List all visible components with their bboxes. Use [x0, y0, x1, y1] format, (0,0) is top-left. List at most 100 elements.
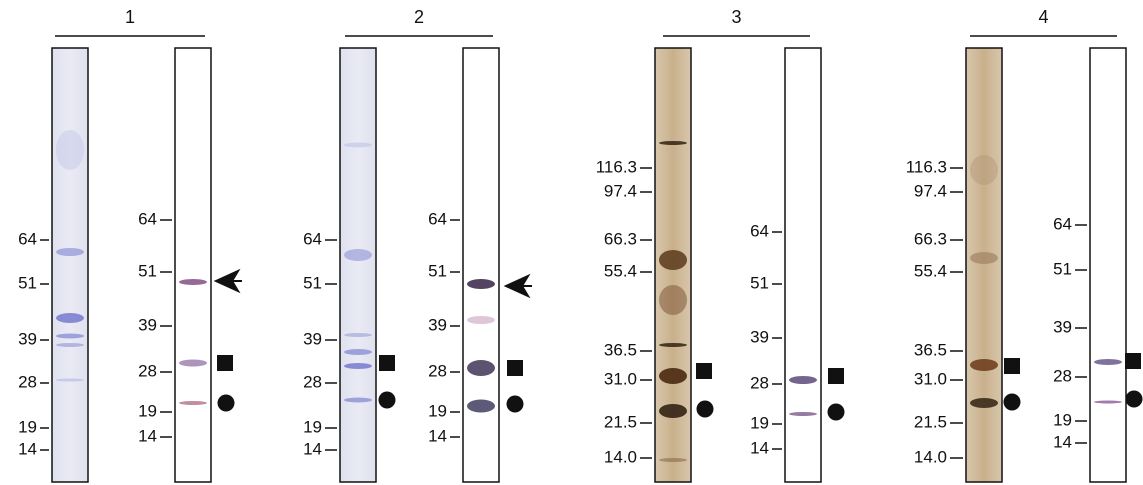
mw-label: 97.4	[914, 181, 947, 200]
band	[467, 279, 495, 289]
mw-label: 28	[138, 361, 157, 380]
band	[56, 343, 84, 347]
figure: 1645139281914645139281914264513928191464…	[0, 0, 1143, 485]
mw-label: 19	[428, 401, 447, 420]
band	[179, 360, 207, 367]
band	[789, 376, 817, 384]
band	[659, 250, 687, 270]
square-marker	[828, 368, 844, 384]
mw-label: 39	[303, 329, 322, 348]
band	[659, 404, 687, 418]
band	[56, 334, 84, 339]
mw-label: 51	[1053, 259, 1072, 278]
band	[344, 143, 372, 148]
circle-marker	[379, 392, 396, 409]
mw-label: 116.3	[596, 157, 637, 176]
panel-label: 1	[125, 7, 135, 27]
mw-label: 39	[18, 329, 37, 348]
gel-lane	[175, 48, 211, 482]
mw-label: 28	[18, 372, 37, 391]
mw-label: 14	[750, 438, 769, 457]
mw-label: 51	[428, 261, 447, 280]
band	[344, 363, 372, 369]
mw-label: 97.4	[604, 181, 637, 200]
band	[789, 412, 817, 416]
square-marker	[507, 360, 523, 376]
band	[179, 401, 207, 405]
band	[344, 349, 372, 355]
band	[344, 398, 372, 403]
mw-label: 66.3	[914, 229, 947, 248]
gel-lane	[966, 48, 1002, 482]
mw-label: 14	[138, 426, 157, 445]
circle-marker	[507, 396, 524, 413]
band	[56, 313, 84, 323]
mw-label: 28	[303, 372, 322, 391]
circle-marker	[1004, 394, 1021, 411]
band	[659, 458, 687, 462]
band	[970, 398, 998, 408]
mw-label: 64	[18, 229, 37, 248]
mw-label: 39	[428, 315, 447, 334]
circle-marker	[697, 401, 714, 418]
band	[467, 400, 495, 413]
mw-label: 64	[1053, 214, 1072, 233]
band	[344, 249, 372, 261]
mw-label: 14	[303, 439, 322, 458]
mw-label: 66.3	[604, 229, 637, 248]
mw-label: 64	[138, 209, 157, 228]
square-marker	[217, 355, 233, 371]
mw-label: 51	[138, 261, 157, 280]
mw-label: 39	[138, 315, 157, 334]
band	[1094, 401, 1122, 404]
mw-label: 51	[750, 273, 769, 292]
mw-label: 19	[750, 413, 769, 432]
band	[970, 252, 998, 264]
mw-label: 14	[1053, 432, 1072, 451]
gel-lane	[785, 48, 821, 482]
mw-label: 36.5	[914, 340, 947, 359]
mw-label: 21.5	[914, 412, 947, 431]
mw-label: 39	[750, 327, 769, 346]
square-marker	[1125, 353, 1141, 369]
band	[659, 368, 687, 384]
circle-marker	[218, 395, 235, 412]
mw-label: 51	[303, 273, 322, 292]
band	[659, 141, 687, 145]
arrow-marker	[506, 276, 532, 296]
mw-label: 64	[428, 209, 447, 228]
gel-lane	[463, 48, 499, 482]
band	[1094, 359, 1122, 365]
mw-label: 28	[428, 361, 447, 380]
band	[467, 360, 495, 376]
mw-label: 39	[1053, 317, 1072, 336]
panel-label: 4	[1038, 7, 1048, 27]
band	[659, 343, 687, 347]
mw-label: 14.0	[604, 447, 637, 466]
gel-lane	[1090, 48, 1126, 482]
mw-label: 116.3	[906, 157, 947, 176]
circle-marker	[828, 404, 845, 421]
band	[467, 316, 495, 324]
mw-label: 28	[1053, 366, 1072, 385]
band	[970, 359, 998, 371]
mw-label: 36.5	[604, 340, 637, 359]
band	[659, 285, 687, 315]
band	[970, 155, 998, 185]
mw-label: 64	[303, 229, 322, 248]
mw-label: 55.4	[914, 261, 947, 280]
circle-marker	[1126, 391, 1143, 408]
arrow-marker	[216, 271, 242, 291]
mw-label: 14	[428, 426, 447, 445]
square-marker	[696, 363, 712, 379]
mw-label: 14	[18, 439, 37, 458]
mw-label: 28	[750, 373, 769, 392]
mw-label: 19	[1053, 410, 1072, 429]
mw-label: 21.5	[604, 412, 637, 431]
band	[179, 279, 207, 285]
mw-label: 19	[18, 417, 37, 436]
mw-label: 55.4	[604, 261, 637, 280]
square-marker	[379, 355, 395, 371]
band	[56, 379, 84, 382]
mw-label: 31.0	[604, 369, 637, 388]
